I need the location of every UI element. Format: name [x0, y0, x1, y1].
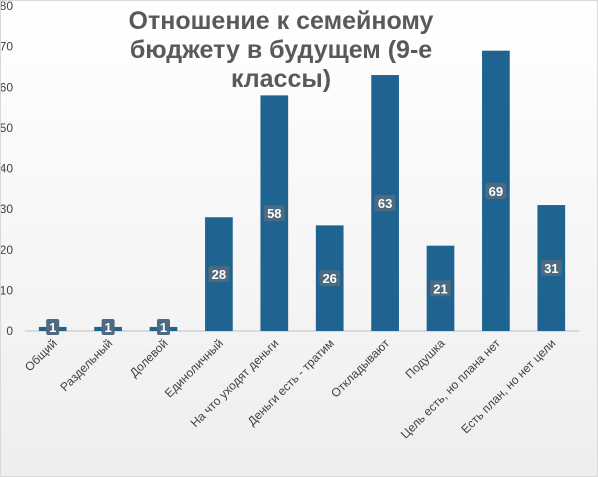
- data-label: 28: [212, 267, 226, 282]
- data-labels: 1 1 1 28 58 26 63 21 69 31: [46, 182, 562, 335]
- category-label: Долевой: [127, 336, 171, 380]
- y-tick-label: 70: [1, 40, 13, 54]
- category-label: Общий: [22, 336, 60, 374]
- y-tick-label: 20: [1, 243, 13, 257]
- data-label-box: [374, 195, 396, 212]
- category-label: Есть план, но нет цели: [458, 336, 558, 436]
- data-label: 63: [378, 196, 392, 211]
- category-label: Цель есть, но плана нет: [398, 336, 503, 441]
- data-label: 1: [160, 320, 167, 335]
- data-label-box: [485, 182, 507, 199]
- data-label-box: [46, 318, 60, 335]
- data-label: 69: [489, 184, 503, 199]
- y-tick-label: 60: [1, 80, 13, 94]
- data-label: 21: [433, 281, 447, 296]
- data-label-box: [430, 280, 451, 297]
- y-tick-label: 30: [1, 202, 13, 216]
- data-label: 26: [322, 271, 336, 286]
- y-tick-label: 40: [1, 162, 13, 176]
- data-label-box: [319, 270, 341, 287]
- data-label-box: [540, 260, 562, 277]
- chart-title: Отношение к семейному бюджету в будущем …: [128, 7, 434, 93]
- data-label: 58: [267, 206, 281, 221]
- y-tick-label: 0: [6, 324, 13, 338]
- data-label: 1: [49, 320, 56, 335]
- data-label-box: [101, 318, 115, 335]
- data-label-box: [157, 318, 170, 335]
- data-label: 1: [104, 320, 111, 335]
- y-tick-label: 80: [1, 1, 13, 13]
- data-label: 31: [544, 261, 558, 276]
- category-label: Откладывают: [328, 336, 392, 400]
- data-label-box: [263, 205, 285, 222]
- y-tick-label: 10: [1, 283, 13, 297]
- data-label-box: [208, 266, 230, 283]
- y-axis-ticks: 0 10 20 30 40 50 60 70 80: [1, 1, 13, 338]
- category-label: Раздельный: [57, 336, 115, 394]
- category-label: Подушка: [402, 336, 447, 381]
- y-tick-label: 50: [1, 121, 13, 135]
